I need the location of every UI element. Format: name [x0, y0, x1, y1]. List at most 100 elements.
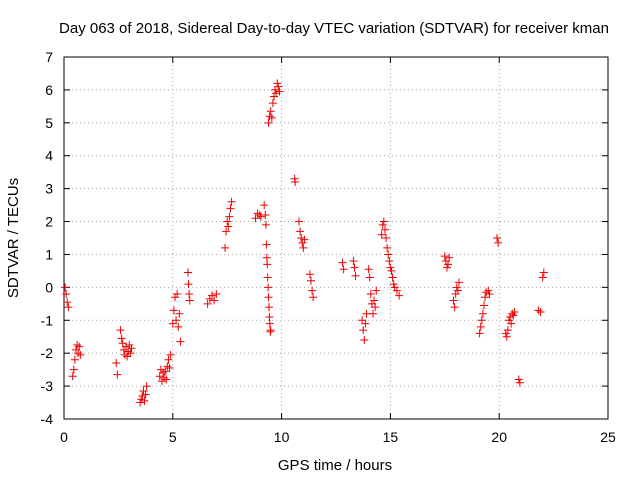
data-point: [452, 283, 461, 292]
data-point: [173, 289, 182, 298]
data-point: [383, 243, 392, 252]
data-point: [453, 286, 462, 295]
data-point: [538, 273, 547, 282]
y-tick-label: 3: [45, 181, 53, 197]
data-point: [299, 243, 308, 252]
y-tick-label: 6: [45, 82, 53, 98]
data-point: [164, 355, 173, 364]
data-point: [475, 329, 484, 338]
data-point: [515, 378, 524, 387]
data-point: [360, 336, 369, 345]
data-point: [271, 85, 280, 94]
data-point: [387, 266, 396, 275]
data-point: [263, 260, 272, 269]
data-point: [359, 326, 368, 335]
data-point: [162, 375, 171, 384]
data-point: [502, 332, 511, 341]
data-point: [264, 118, 273, 127]
data-point: [267, 113, 276, 122]
data-point: [503, 326, 512, 335]
data-point: [175, 309, 184, 318]
data-point: [308, 286, 317, 295]
y-tick-label: 2: [45, 214, 53, 230]
data-point: [386, 263, 395, 272]
data-point: [122, 342, 131, 351]
data-point: [112, 359, 121, 368]
data-point: [272, 89, 281, 98]
data-point: [137, 395, 146, 404]
data-point: [116, 326, 125, 335]
data-point: [261, 220, 270, 229]
data-point: [123, 352, 132, 361]
data-point: [226, 204, 235, 213]
data-point: [388, 273, 397, 282]
data-point: [351, 271, 360, 280]
data-point: [378, 220, 387, 229]
data-point: [222, 227, 231, 236]
data-point: [275, 87, 284, 96]
x-tick-label: 5: [169, 429, 177, 445]
x-axis-label: GPS time / hours: [278, 457, 392, 474]
data-point: [379, 217, 388, 226]
data-point: [338, 258, 347, 267]
data-point: [126, 349, 135, 358]
data-point: [113, 370, 122, 379]
data-point: [389, 280, 398, 289]
data-point: [68, 372, 77, 381]
data-point: [494, 238, 503, 247]
data-point: [309, 293, 318, 302]
data-point: [172, 316, 181, 325]
data-point: [251, 214, 260, 223]
y-tick-label: -2: [41, 345, 54, 361]
data-point: [305, 270, 314, 279]
data-point: [256, 212, 265, 221]
data-point: [514, 375, 523, 384]
data-point: [385, 257, 394, 266]
y-tick-label: 5: [45, 115, 53, 131]
data-point: [264, 293, 273, 302]
data-point: [264, 283, 273, 292]
data-point: [75, 342, 84, 351]
data-point: [510, 308, 519, 317]
data-point: [445, 253, 454, 262]
data-point: [368, 309, 377, 318]
data-point: [168, 319, 177, 328]
data-point: [207, 291, 216, 300]
data-point: [262, 240, 271, 249]
data-point: [444, 260, 453, 269]
data-point: [184, 268, 193, 277]
data-point: [166, 350, 175, 359]
data-point: [493, 234, 502, 242]
data-point: [73, 340, 82, 349]
data-point: [291, 178, 300, 187]
data-point: [479, 301, 488, 310]
data-point: [203, 299, 212, 308]
data-point: [212, 289, 221, 298]
y-tick-label: 0: [45, 279, 53, 295]
data-point: [141, 390, 150, 399]
data-point: [476, 322, 485, 331]
data-point: [266, 326, 275, 335]
data-point: [155, 372, 164, 381]
data-point: [64, 303, 73, 312]
x-tick-label: 10: [274, 429, 290, 445]
data-point: [296, 227, 305, 236]
data-point: [450, 303, 459, 312]
data-point: [358, 316, 367, 325]
data-point: [69, 365, 78, 374]
data-point: [478, 309, 487, 318]
y-tick-label: 4: [45, 148, 53, 164]
data-point: [62, 289, 71, 298]
data-point: [382, 234, 391, 242]
data-point: [509, 311, 518, 320]
data-point: [174, 322, 183, 331]
data-point: [295, 217, 304, 226]
data-point: [273, 79, 282, 88]
data-point: [264, 303, 273, 312]
data-point: [539, 268, 548, 277]
data-point: [225, 212, 234, 221]
data-point: [185, 289, 194, 298]
data-point: [224, 222, 233, 231]
y-tick-label: 1: [45, 246, 53, 262]
data-point: [349, 257, 358, 266]
